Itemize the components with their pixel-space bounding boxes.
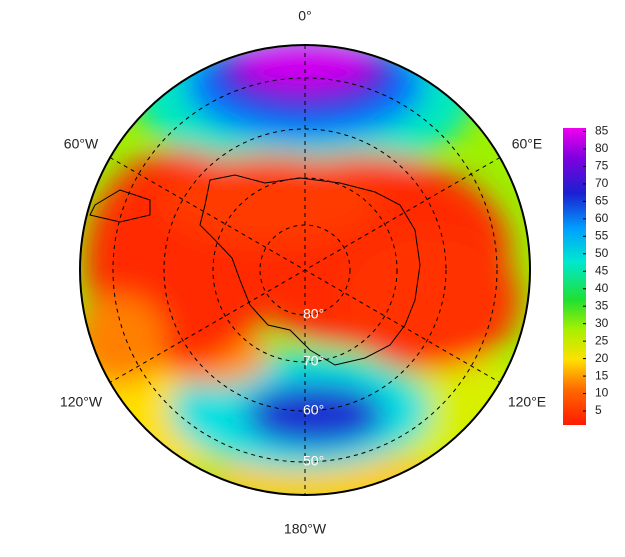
graticule	[109, 45, 501, 495]
colorbar-tick-label: 45	[595, 263, 609, 277]
colorbar-tick-label: 70	[595, 176, 609, 190]
colorbar-tick-label: 5	[595, 403, 602, 417]
lon-label: 0°	[298, 8, 311, 24]
colorbar-tick-label: 80	[595, 141, 609, 155]
lon-label: 60°E	[512, 136, 543, 152]
lat-label: 70°	[303, 353, 324, 369]
colorbar-tick-label: 40	[595, 281, 609, 295]
colorbar-tick-label: 55	[595, 228, 609, 242]
colorbar-tick-label: 60	[595, 211, 609, 225]
colorbar-tick-label: 25	[595, 333, 609, 347]
colorbar-tick-label: 20	[595, 351, 609, 365]
colorbar-ramp	[563, 128, 586, 425]
lon-label: 120°W	[60, 394, 103, 410]
colorbar-tick-label: 30	[595, 316, 609, 330]
coastline	[89, 174, 421, 366]
colorbar-tick-label: 50	[595, 246, 609, 260]
colorbar-tick-label: 10	[595, 386, 609, 400]
lon-label: 180°W	[284, 521, 327, 537]
colorbar-tick-label: 35	[595, 298, 609, 312]
lon-label: 120°E	[508, 394, 546, 410]
colorbar-tick-label: 65	[595, 194, 609, 208]
colorbar-tick-label: 85	[595, 124, 609, 138]
lat-label: 60°	[303, 402, 324, 418]
lat-label: 80°	[303, 306, 324, 322]
colorbar-tick-label: 15	[595, 368, 609, 382]
colorbar: 5 10 15 20 25 30 35 40 45 50 55 60 65 70 75 80 85	[563, 124, 609, 425]
lat-label: 50°	[303, 453, 324, 469]
lon-label: 60°W	[64, 136, 99, 152]
colorbar-tick-label: 75	[595, 159, 609, 173]
map-border	[79, 44, 531, 496]
